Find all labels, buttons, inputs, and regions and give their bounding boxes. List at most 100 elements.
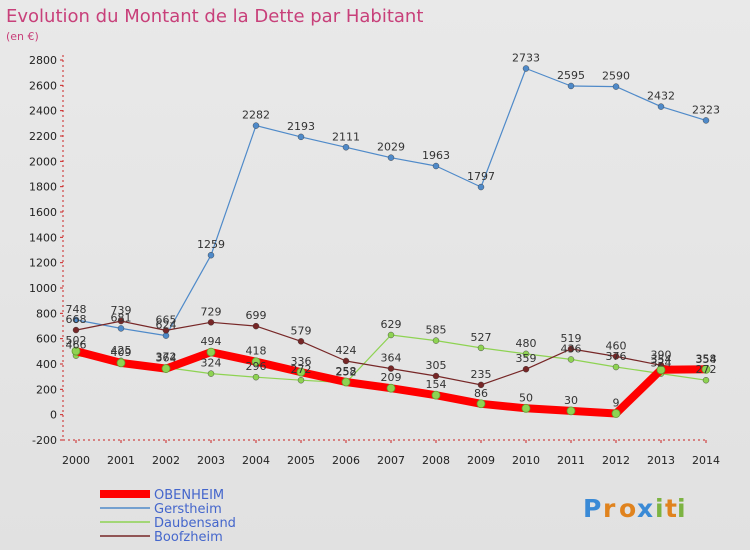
data-label-gerstheim: 1259 xyxy=(197,238,225,251)
data-label-obenheim: 86 xyxy=(474,387,488,400)
data-label-boofzheim: 359 xyxy=(516,352,537,365)
point-gerstheim xyxy=(702,117,710,124)
legend-label-gerstheim: Gerstheim xyxy=(154,502,222,517)
x-tick-label: 2003 xyxy=(197,454,225,467)
data-label-obenheim: 364 xyxy=(156,352,177,365)
point-obenheim xyxy=(431,390,441,400)
point-daubensand xyxy=(567,356,575,363)
data-label-daubensand: 376 xyxy=(606,350,627,363)
data-label-gerstheim: 2111 xyxy=(332,130,360,143)
data-label-daubensand: 527 xyxy=(471,331,492,344)
point-gerstheim xyxy=(117,325,125,332)
data-label-daubensand: 436 xyxy=(561,342,582,355)
data-label-gerstheim: 2323 xyxy=(692,103,720,116)
point-boofzheim xyxy=(387,365,395,372)
data-label-obenheim: 154 xyxy=(426,378,447,391)
x-tick-label: 2014 xyxy=(692,454,720,467)
data-label-obenheim: 358 xyxy=(696,352,717,365)
point-obenheim xyxy=(611,409,621,418)
data-label-boofzheim: 519 xyxy=(561,332,582,345)
data-label-gerstheim: 2432 xyxy=(647,90,675,103)
data-label-daubensand: 296 xyxy=(246,360,267,373)
point-obenheim xyxy=(386,383,396,393)
data-label-obenheim: 9 xyxy=(613,397,620,410)
point-gerstheim xyxy=(387,154,395,161)
point-daubensand xyxy=(432,337,440,344)
y-tick-label: 400 xyxy=(36,358,57,371)
point-daubensand xyxy=(387,331,395,339)
point-daubensand xyxy=(252,373,260,381)
data-label-daubensand: 324 xyxy=(651,357,672,370)
data-label-obenheim: 30 xyxy=(564,394,578,407)
point-gerstheim xyxy=(567,82,575,90)
point-daubensand xyxy=(522,350,530,358)
data-label-boofzheim: 354 xyxy=(696,353,717,366)
chart-subtitle: (en €) xyxy=(6,30,39,43)
data-label-boofzheim: 729 xyxy=(201,305,222,318)
x-tick-label: 2009 xyxy=(467,454,495,467)
y-tick-label: 600 xyxy=(36,333,57,346)
y-tick-label: 2200 xyxy=(29,130,57,143)
x-tick-label: 2001 xyxy=(107,454,135,467)
x-tick-label: 2012 xyxy=(602,454,630,467)
data-label-obenheim: 258 xyxy=(336,365,357,378)
legend-label-boofzheim: Boofzheim xyxy=(154,530,223,545)
data-label-boofzheim: 390 xyxy=(651,348,672,361)
data-label-gerstheim: 2595 xyxy=(557,69,585,82)
data-label-daubensand: 272 xyxy=(291,363,312,376)
x-tick-label: 2013 xyxy=(647,454,675,467)
point-boofzheim xyxy=(162,327,170,334)
x-tick-label: 2006 xyxy=(332,454,360,467)
point-gerstheim xyxy=(72,316,80,324)
point-boofzheim xyxy=(477,381,485,389)
logo-letter: o xyxy=(619,494,636,523)
legend-label-obenheim: OBENHEIM xyxy=(154,488,224,503)
logo-letter: i xyxy=(677,494,686,523)
data-label-boofzheim: 579 xyxy=(291,324,312,337)
axes: -200 0 200 400 600 800 1000 1200 1400 1600 1800 200… xyxy=(29,54,720,467)
data-label-obenheim: 209 xyxy=(381,371,402,384)
x-tick-label: 2000 xyxy=(62,454,90,467)
point-boofzheim xyxy=(117,317,125,325)
y-tick-label: 2800 xyxy=(29,54,57,67)
data-label-boofzheim: 364 xyxy=(381,352,402,365)
data-label-boofzheim: 665 xyxy=(156,313,177,326)
data-labels: 748 681 624 1259 2282 2193 2111 2029 1963 1797 273… xyxy=(66,51,721,409)
data-label-gerstheim: 2733 xyxy=(512,51,540,64)
point-daubensand xyxy=(297,377,305,384)
point-obenheim xyxy=(521,403,531,413)
data-label-daubensand: 324 xyxy=(201,357,222,370)
y-tick-label: 2400 xyxy=(29,105,57,118)
point-boofzheim xyxy=(432,372,440,380)
data-label-gerstheim: 624 xyxy=(156,319,177,332)
data-label-obenheim: 418 xyxy=(246,345,267,358)
point-gerstheim xyxy=(657,103,665,110)
data-label-daubensand: 425 xyxy=(111,344,132,357)
legend-label-daubensand: Daubensand xyxy=(154,516,236,531)
series-line-gerstheim xyxy=(75,67,707,337)
point-daubensand xyxy=(702,377,710,384)
point-gerstheim xyxy=(297,133,305,141)
y-tick-label: 1800 xyxy=(29,181,57,194)
x-tick-label: 2008 xyxy=(422,454,450,467)
y-tick-label: 0 xyxy=(50,409,57,422)
data-label-daubensand: 629 xyxy=(381,318,402,331)
data-label-daubensand: 372 xyxy=(156,351,177,364)
point-obenheim xyxy=(566,406,576,416)
point-gerstheim xyxy=(432,162,440,170)
point-daubensand xyxy=(477,344,485,352)
data-label-obenheim: 409 xyxy=(111,346,132,359)
point-obenheim xyxy=(341,377,351,387)
data-label-gerstheim: 2193 xyxy=(287,120,315,133)
data-label-gerstheim: 681 xyxy=(111,311,132,324)
point-obenheim xyxy=(296,367,306,377)
x-tick-label: 2004 xyxy=(242,454,270,467)
y-tick-label: 1600 xyxy=(29,206,57,219)
point-obenheim xyxy=(701,364,711,374)
y-tick-label: -200 xyxy=(32,434,57,447)
point-gerstheim xyxy=(207,251,215,259)
point-obenheim xyxy=(656,365,666,375)
data-label-gerstheim: 2282 xyxy=(242,109,270,122)
data-label-gerstheim: 2029 xyxy=(377,141,405,154)
